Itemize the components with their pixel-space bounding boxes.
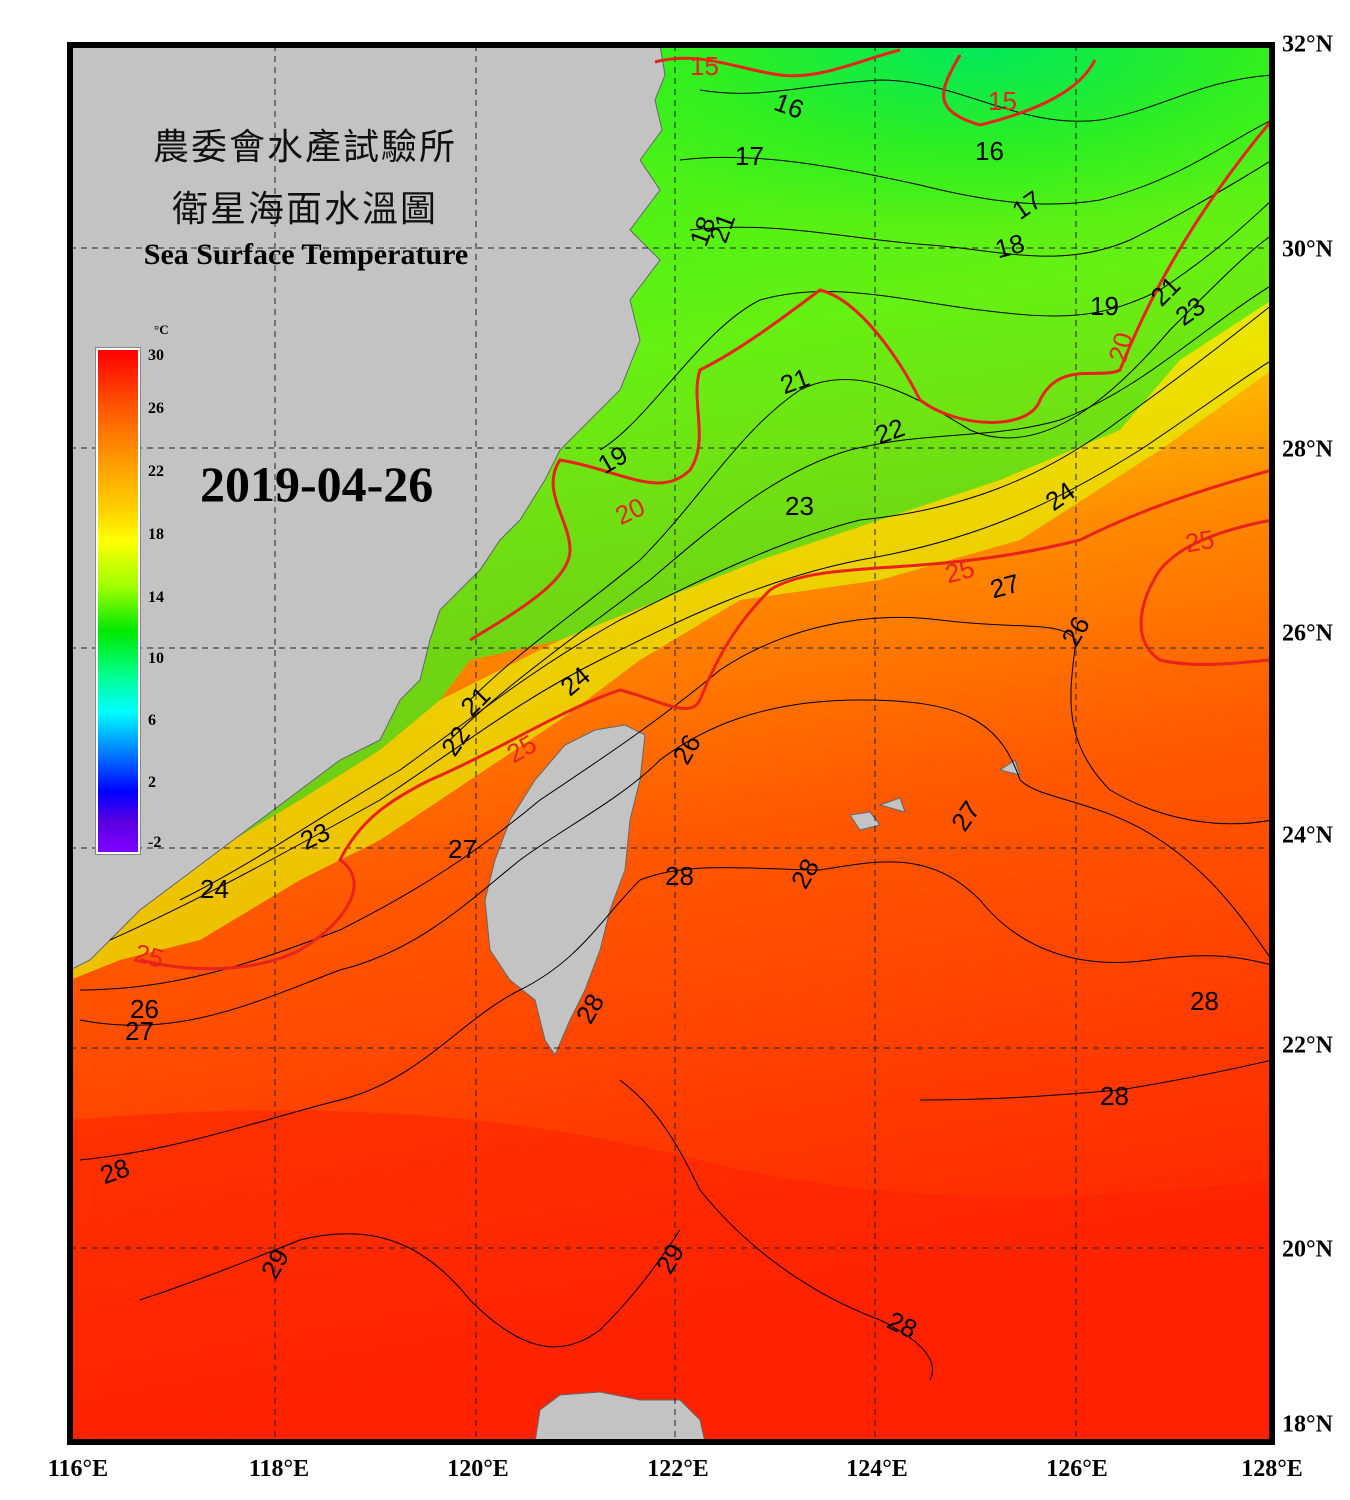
isotherm-29 [139, 1229, 681, 1348]
isotherm-15b [942, 54, 1097, 127]
isotherm-28b [619, 1079, 933, 1381]
label-17a: 17 [735, 141, 764, 171]
label-16b: 16 [975, 136, 1004, 166]
colorbar-tick: -2 [148, 834, 162, 851]
isotherm-15a [654, 48, 901, 78]
isotherm-24 [109, 359, 1273, 941]
colorbar-tick: 26 [148, 400, 164, 417]
isotherm-28a [79, 861, 1273, 1161]
warm-southern-water [70, 1110, 1272, 1442]
label-27d: 27 [125, 1016, 154, 1046]
isotherm-16 [699, 74, 1273, 122]
label-19a: 19 [1090, 291, 1119, 321]
colorbar-tick: 30 [148, 347, 164, 364]
china-mainland [69, 44, 666, 971]
minor-isotherms [79, 74, 1273, 1381]
colorbar-tick: 2 [148, 774, 156, 791]
lat-label: 18°N [1282, 1411, 1333, 1438]
product-title: 衛星海面水溫圖 [171, 189, 438, 230]
lon-label: 118°E [248, 1456, 310, 1482]
isotherm-25a [139, 468, 1273, 971]
luzon-island [534, 1391, 706, 1443]
isotherm-20 [469, 119, 1274, 642]
label-25d: 25 [1183, 524, 1217, 559]
colorbar-tick: 22 [148, 463, 164, 480]
lat-label: 32°N [1282, 31, 1333, 58]
lon-label: 120°E [447, 1456, 509, 1482]
lon-label: 126°E [1046, 1456, 1108, 1482]
isotherm-22 [449, 284, 1273, 741]
map-frame [67, 42, 1275, 1445]
date-label: 2019-04-26 [200, 456, 434, 512]
lat-label: 24°N [1282, 822, 1333, 849]
lon-label: 124°E [846, 1456, 908, 1482]
label-15b: 15 [988, 86, 1017, 116]
isotherm-18 [689, 159, 1273, 257]
colorbar-unit: °C [154, 322, 169, 337]
graticule [70, 45, 1272, 1442]
isotherm-26 [79, 616, 1273, 991]
lat-label: 20°N [1282, 1236, 1333, 1263]
colorbar-tick: 14 [148, 589, 164, 606]
lat-label: 28°N [1282, 436, 1333, 463]
lat-label: 26°N [1282, 620, 1333, 647]
ryukyu-islands [849, 759, 1021, 831]
lon-label: 116°E [47, 1456, 109, 1482]
colorbar-tick: 10 [148, 650, 164, 667]
lat-label: 22°N [1282, 1032, 1333, 1059]
label-28g: 28 [1190, 986, 1219, 1016]
isotherm-21 [469, 234, 1273, 701]
lon-label: 128°E [1241, 1456, 1303, 1482]
isotherm-17 [679, 119, 1273, 205]
isotherm-27 [79, 699, 1273, 1026]
org-title: 農委會水產試驗所 [152, 127, 457, 168]
label-28a: 28 [665, 861, 694, 891]
yellow-transition-band [70, 300, 1272, 980]
lon-label: 122°E [647, 1456, 709, 1482]
isotherm-19 [599, 199, 1273, 451]
colorbar-tick: 18 [148, 526, 164, 543]
lat-label: 30°N [1282, 236, 1333, 263]
major-isotherms [139, 48, 1274, 971]
colorbar-tick: 6 [148, 712, 156, 729]
isotherm-23 [179, 304, 1273, 901]
isotherm-25b [1139, 518, 1273, 666]
label-28d: 28 [1100, 1081, 1129, 1111]
label-15a: 15 [690, 51, 719, 81]
taiwan-island [484, 724, 646, 1057]
product-title-en: Sea Surface Temperature [143, 238, 469, 271]
label-26c: 26 [130, 994, 159, 1024]
colorbar [95, 347, 141, 855]
label-23a: 23 [785, 491, 814, 521]
label-27c: 27 [448, 834, 477, 864]
label-24c: 24 [200, 874, 229, 904]
isotherm-28c [919, 1059, 1273, 1101]
